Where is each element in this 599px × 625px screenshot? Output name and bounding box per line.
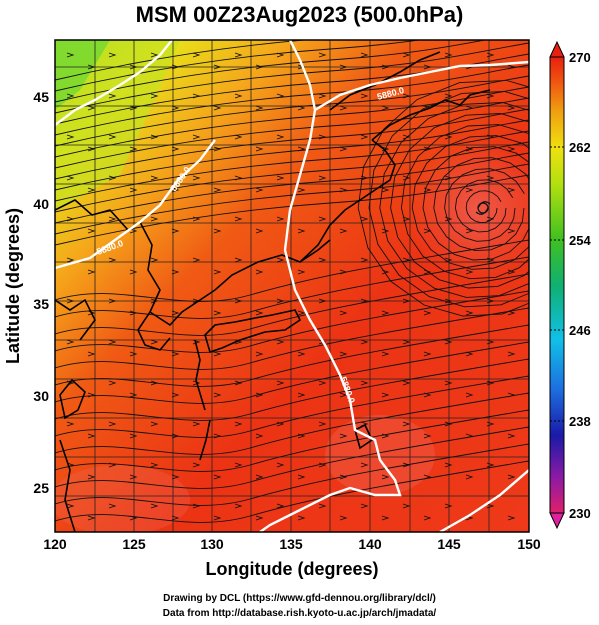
x-tick-label: 130 [200, 536, 224, 552]
colorbar: 270 262 254 246 238 230 [549, 40, 591, 530]
colorbar-min-arrow [549, 512, 565, 530]
credits: Drawing by DCL (https://www.gfd-dennou.o… [0, 591, 599, 621]
colorbar-tick-label: 238 [569, 414, 591, 429]
plot-frame [54, 39, 530, 533]
colorbar-tick-label: 270 [569, 50, 591, 65]
map-field: 5880.0 5880.0 5880.0 5880.0 [55, 40, 529, 532]
credits-drawing: Drawing by DCL (https://www.gfd-dennou.o… [163, 593, 436, 604]
y-tick-label: 30 [33, 388, 49, 404]
y-tick-labels: 25 30 35 40 45 [33, 89, 49, 496]
x-tick-labels: 120 125 130 135 140 145 150 [43, 536, 541, 552]
coastlines [55, 51, 491, 532]
y-tick-label: 45 [33, 89, 49, 105]
x-tick-label: 125 [122, 536, 146, 552]
x-axis-label: Longitude (degrees) [205, 559, 378, 579]
x-tick-label: 140 [358, 536, 382, 552]
y-axis-label: Latitude (degrees) [3, 208, 23, 364]
cyclone-center-icon [475, 201, 491, 215]
contour-5880 [55, 40, 529, 532]
x-tick-label: 145 [437, 536, 461, 552]
colorbar-scale [549, 56, 565, 514]
x-tick-label: 135 [279, 536, 303, 552]
y-tick-label: 25 [33, 480, 49, 496]
y-tick-label: 40 [33, 196, 49, 212]
wind-streamlines [55, 40, 529, 523]
map-title: MSM 00Z23Aug2023 (500.0hPa) [135, 2, 464, 27]
colorbar-tick-label: 262 [569, 140, 591, 155]
credits-data: Data from http://database.rish.kyoto-u.a… [162, 608, 437, 619]
colorbar-tick-label: 230 [569, 506, 591, 521]
colorbar-max-arrow [549, 40, 565, 58]
y-tick-label: 35 [33, 296, 49, 312]
colorbar-tick-label: 254 [569, 233, 591, 248]
x-tick-label: 150 [517, 536, 541, 552]
colorbar-tick-label: 246 [569, 323, 591, 338]
x-tick-label: 120 [43, 536, 67, 552]
